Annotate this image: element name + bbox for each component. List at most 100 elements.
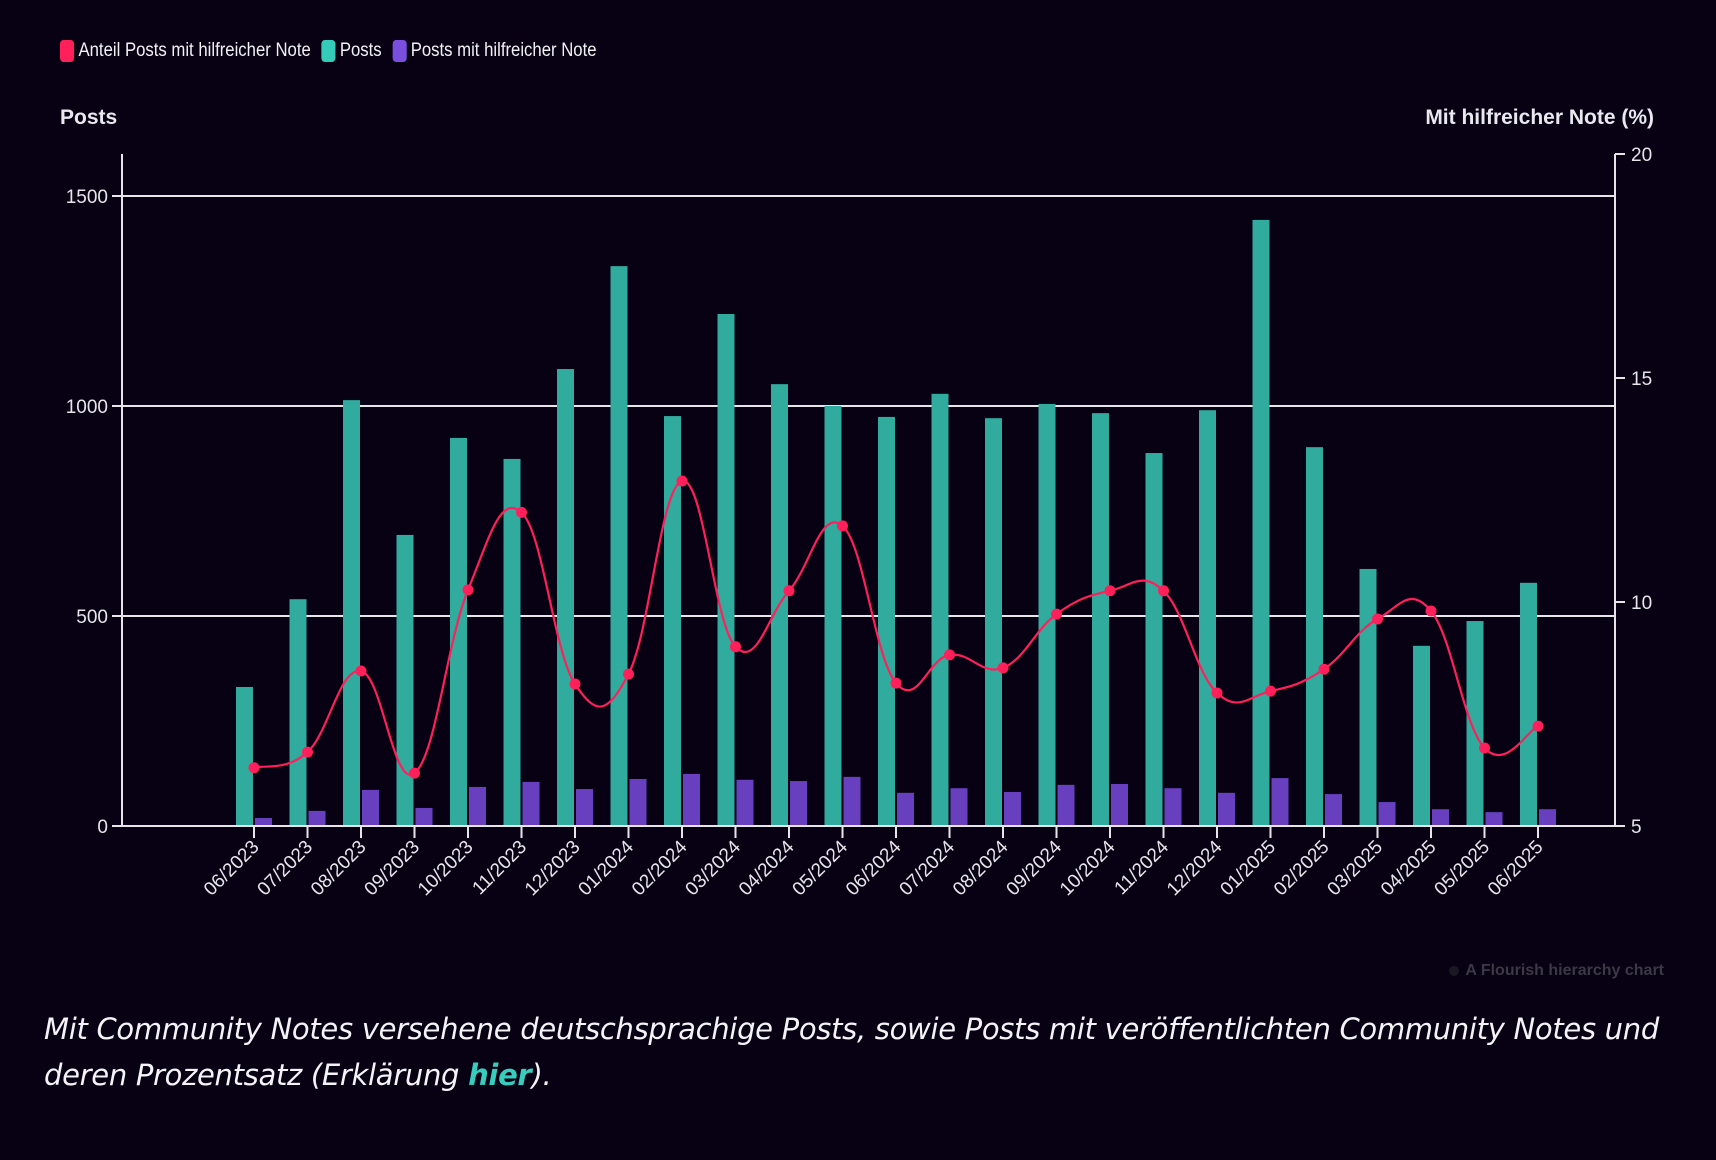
posts-bar [450,437,467,826]
x-tick-label: 06/2023 [200,837,263,900]
share-point [1158,585,1169,597]
x-tick-label: 08/2023 [307,837,370,900]
flourish-watermark[interactable]: A Flourish hierarchy chart [1449,962,1664,980]
posts-bar [1520,582,1537,826]
helpful-bar [469,786,486,826]
right-tick-label: 10 [1631,593,1652,614]
helpful-bar [1164,788,1182,826]
share-point [409,767,420,779]
share-point [783,585,795,597]
helpful-bar [1271,778,1289,826]
helpful-bar [843,776,861,826]
helpful-bar [308,810,326,826]
left-tick-label: 1500 [66,187,108,208]
helpful-bars [255,773,1556,826]
helpful-bar [1004,791,1021,826]
posts-bar [1306,447,1323,826]
x-tick-label: 10/2023 [414,837,477,900]
left-axis-title: Posts [60,106,118,129]
legend-label-share: Anteil Posts mit hilfreicher Note [78,40,311,61]
posts-bar [343,400,360,826]
helpful-bar [576,789,593,826]
share-point [1532,720,1544,732]
helpful-bar [790,781,807,826]
x-tick-label: 10/2024 [1056,836,1120,900]
x-tick-label: 09/2023 [361,837,424,900]
x-tick-label: 05/2025 [1431,837,1494,900]
x-tick-label: 01/2024 [575,836,639,900]
helpful-bar [362,789,379,826]
helpful-bar [1218,792,1235,826]
x-tick-label: 03/2024 [682,836,746,900]
share-point [1425,605,1437,617]
x-tick-label: 02/2025 [1270,837,1333,900]
helpful-bar [629,778,647,826]
share-point [1211,687,1223,699]
share-point [516,506,527,518]
posts-bar [396,534,414,826]
legend-label-helpful: Posts mit hilfreicher Note [410,40,597,61]
x-axis-labels: 06/202307/202308/202309/202310/202311/20… [200,826,1548,900]
axes: 0 500 1000 1500 5 10 15 20 [66,145,1652,838]
posts-bar [878,416,895,826]
helpful-bar [736,779,754,826]
legend-item-share[interactable]: Anteil Posts mit hilfreicher Note [60,40,311,62]
helpful-bar [1111,784,1128,826]
share-line [248,475,1544,779]
share-point [837,520,848,532]
posts-bar [610,266,628,826]
left-tick-label: 0 [97,817,108,838]
helpful-bar [1539,809,1556,826]
posts-bar [717,314,735,826]
helpful-bar [683,773,700,826]
share-point [1265,685,1276,697]
helpful-bar [415,807,433,826]
share-point [1372,613,1383,625]
share-point [623,668,634,680]
legend-swatch-helpful [392,40,407,62]
posts-bar [985,418,1002,826]
share-point [1479,742,1490,754]
helpful-bar [1378,802,1396,826]
helpful-bar [950,788,968,826]
helpful-bar [1485,812,1503,826]
right-axis-title: Mit hilfreicher Note (%) [1425,106,1654,129]
posts-bar [1145,453,1163,826]
chart-caption: Mit Community Notes versehene deutschspr… [44,1006,1684,1098]
caption-suffix: ). [531,1058,552,1092]
x-tick-label: 07/2023 [254,837,317,900]
helpful-bar [522,781,540,826]
legend-item-posts[interactable]: Posts [321,40,382,62]
share-line-path [253,479,1539,776]
share-point [1104,585,1116,597]
posts-bar [1359,568,1377,826]
x-tick-label: 11/2023 [469,837,531,899]
share-point [1318,663,1330,675]
share-point [355,665,367,677]
posts-bar [1413,645,1430,826]
posts-bar [664,416,681,826]
posts-bar [236,686,253,826]
share-point [730,641,741,653]
share-point [302,746,313,758]
caption-text: Mit Community Notes versehene deutschspr… [44,1012,1659,1092]
posts-bar [1199,410,1216,826]
right-tick-label: 5 [1631,817,1642,838]
share-point [248,762,260,774]
x-tick-label: 03/2025 [1324,837,1387,900]
posts-bar [1252,219,1270,826]
helpful-bar [255,818,272,826]
helpful-bar [1057,784,1075,826]
posts-bar [824,406,842,826]
x-tick-label: 04/2025 [1377,837,1440,900]
x-tick-label: 11/2024 [1111,836,1174,899]
right-tick-label: 20 [1631,145,1652,166]
x-tick-label: 01/2025 [1217,837,1280,900]
posts-bar [289,599,307,826]
posts-bars [236,219,1537,826]
x-tick-label: 12/2023 [521,837,584,900]
left-tick-label: 1000 [66,397,108,418]
posts-bar [557,369,574,826]
caption-link-hier[interactable]: hier [468,1058,532,1092]
legend-item-helpful[interactable]: Posts mit hilfreicher Note [392,40,597,62]
